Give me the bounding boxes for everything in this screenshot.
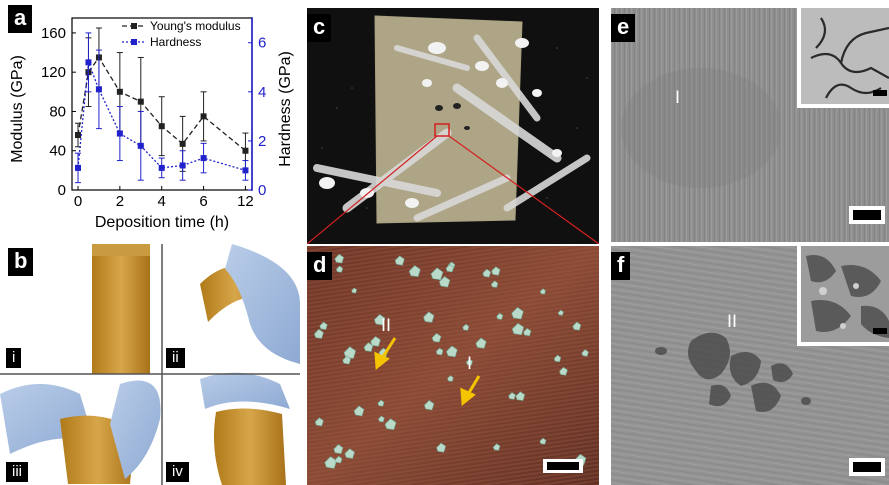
chart-a: 0 40 80 120 160 0 2 4 6 0 2 4 6 12 Deposition time (h)… <box>0 0 300 237</box>
x-tick-label: 0 <box>74 193 82 210</box>
y-right-tick-label: 6 <box>258 35 266 52</box>
x-tick-label: 2 <box>116 193 124 210</box>
modulus-point <box>242 148 248 154</box>
legend-swatch-marker <box>131 39 137 45</box>
hardness-point <box>138 143 144 149</box>
y-left-tick-label: 0 <box>58 182 66 199</box>
hardness-point <box>75 165 81 171</box>
scale-bar-e-inner <box>853 210 881 220</box>
scale-bar-d-inner <box>547 462 579 470</box>
panel-label-b: b <box>8 248 33 276</box>
marker-d-II: II <box>381 316 391 336</box>
y-left-axis-label: Modulus (GPa) <box>9 55 26 163</box>
legend-label: Hardness <box>150 35 201 49</box>
x-tick-label: 6 <box>199 193 207 210</box>
x-axis-label: Deposition time (h) <box>95 214 229 231</box>
marker-d-I: I <box>467 354 472 374</box>
x-tick-label: 12 <box>237 193 254 210</box>
panel-d: d II I <box>307 246 599 485</box>
scale-bar-f-inner <box>853 462 881 472</box>
panel-f: f II <box>611 246 889 485</box>
hardness-point <box>201 155 207 161</box>
panel-label-a: a <box>8 5 32 33</box>
modulus-point <box>159 123 165 129</box>
y-right-tick-label: 2 <box>258 133 266 150</box>
panel-b-sublabel-ii: ii <box>166 348 185 368</box>
hardness-point <box>180 162 186 168</box>
y-right-axis-label: Hardness (GPa) <box>277 51 294 167</box>
hardness-point <box>96 86 102 92</box>
marker-e-I: I <box>675 88 680 108</box>
panel-b: b i ii iii iv <box>0 244 300 485</box>
panel-b-sublabel-iii: iii <box>6 462 28 482</box>
modulus-point <box>201 113 207 119</box>
y-left-tick-label: 160 <box>41 25 66 42</box>
panel-c: c <box>307 8 599 244</box>
marker-f-II: II <box>727 312 737 332</box>
panel-c-photo <box>307 8 599 244</box>
legend-swatch-marker <box>131 23 137 29</box>
panel-b-sublabel-iv: iv <box>166 462 189 482</box>
panel-d-micrograph <box>307 246 599 485</box>
y-left-tick-label: 80 <box>49 103 66 120</box>
y-left-tick-label: 40 <box>49 143 66 160</box>
panel-label-f: f <box>611 252 630 280</box>
panel-b-sublabel-i: i <box>6 348 21 368</box>
panel-f-sem <box>611 246 889 485</box>
panel-label-c: c <box>307 14 331 42</box>
y-right-tick-label: 0 <box>258 182 266 199</box>
panel-label-d: d <box>307 252 332 280</box>
x-tick-label: 4 <box>158 193 166 210</box>
hardness-point <box>242 167 248 173</box>
panel-label-e: e <box>611 14 635 42</box>
hardness-point <box>117 131 123 137</box>
y-left-tick-label: 120 <box>41 64 66 81</box>
hardness-point <box>85 59 91 65</box>
panel-e-sem <box>611 8 889 242</box>
y-right-tick-label: 4 <box>258 84 266 101</box>
legend-label: Young's modulus <box>150 19 241 33</box>
modulus-point <box>75 132 81 138</box>
panel-a: 0 40 80 120 160 0 2 4 6 0 2 4 6 12 Deposition time (h)… <box>0 0 300 237</box>
hardness-point <box>159 165 165 171</box>
panel-e: e I <box>611 8 889 242</box>
modulus-point <box>180 141 186 147</box>
modulus-point <box>117 89 123 95</box>
panel-b-photos <box>0 244 300 485</box>
modulus-point <box>138 99 144 105</box>
